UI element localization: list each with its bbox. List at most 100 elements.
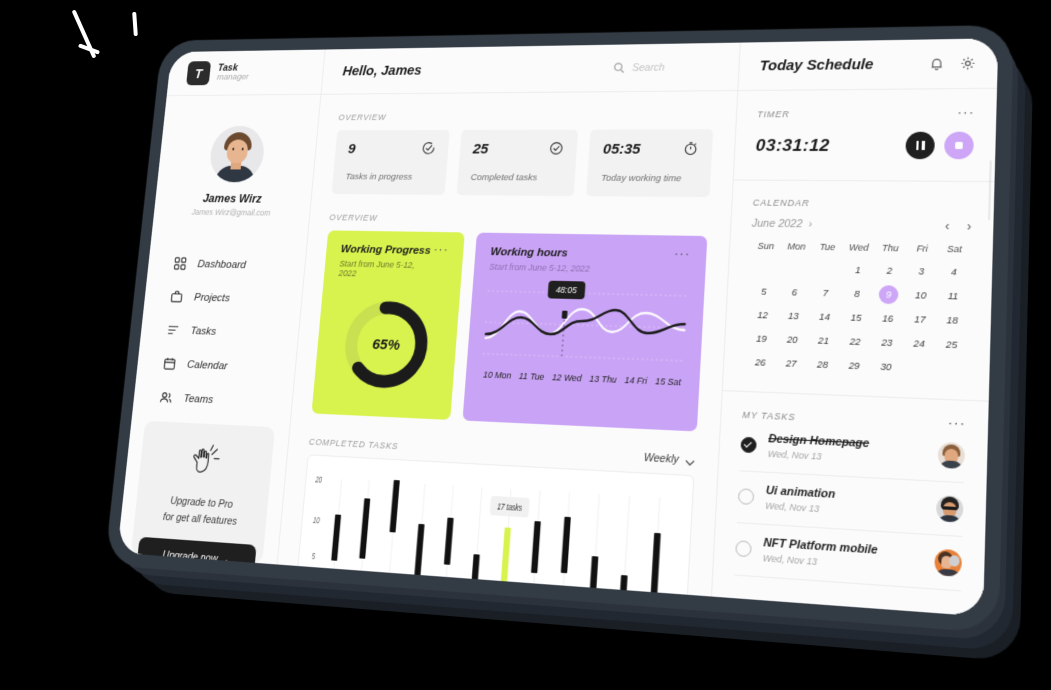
pause-icon[interactable] xyxy=(905,131,936,160)
avatar[interactable] xyxy=(937,441,966,469)
calendar-day[interactable]: 25 xyxy=(945,339,958,351)
calendar-section: CALENDAR June 2022 › ‹ › Sun Mon Tue Wed Thu… xyxy=(722,180,995,402)
calendar-day[interactable]: 23 xyxy=(881,337,893,349)
task-checkbox[interactable] xyxy=(740,436,757,454)
my-tasks-menu-button[interactable]: ··· xyxy=(947,414,966,432)
calendar-day-selected[interactable]: 9 xyxy=(878,285,899,305)
calendar-day[interactable]: 24 xyxy=(913,338,925,350)
calendar-day[interactable]: 28 xyxy=(816,359,829,371)
stat-value: 05:35 xyxy=(602,141,641,158)
calendar-day[interactable]: 18 xyxy=(946,314,959,326)
my-tasks-label: MY TASKS xyxy=(741,409,796,423)
calendar-next-button[interactable]: › xyxy=(966,219,972,234)
search-box[interactable] xyxy=(612,60,717,74)
bell-icon[interactable] xyxy=(929,56,946,71)
card-menu-button[interactable]: ··· xyxy=(433,241,450,257)
stat-card-today-working-time[interactable]: 05:35 Today working time xyxy=(586,129,714,198)
card-subtitle: Start from June 5-12, 2022 xyxy=(489,261,591,274)
highlighted-bar[interactable] xyxy=(500,527,511,586)
period-dropdown[interactable]: Weekly xyxy=(643,452,695,467)
timer-controls xyxy=(905,131,975,160)
timer-menu-button[interactable]: ··· xyxy=(957,104,975,120)
calendar-day[interactable]: 8 xyxy=(853,288,860,300)
search-input[interactable] xyxy=(631,60,717,74)
bar-chart-tooltip-label: 17 tasks xyxy=(497,502,522,514)
check-circle-arrow-icon xyxy=(421,141,436,155)
calendar-dow-label: Sun xyxy=(757,240,775,252)
task-date: Wed, Nov 13 xyxy=(762,552,818,568)
my-tasks-section: MY TASKS ··· Design Homepage Wed, Nov 13 xyxy=(712,391,989,616)
calendar-day[interactable]: 19 xyxy=(755,333,767,345)
calendar-day[interactable]: 10 xyxy=(914,290,927,301)
calendar-day[interactable]: 1 xyxy=(854,264,861,276)
calendar-day[interactable]: 4 xyxy=(950,266,957,278)
working-hours-card: Working hours Start from June 5-12, 2022… xyxy=(462,232,708,432)
sidebar-item-label: Projects xyxy=(193,291,231,304)
sidebar-item-projects[interactable]: Projects xyxy=(143,280,303,317)
chevron-right-icon[interactable]: › xyxy=(808,218,813,230)
x-tick-label: 11 Tue xyxy=(518,370,545,382)
tablet-mockup: T Task manager xyxy=(104,24,1034,663)
dashboard-app: T Task manager xyxy=(117,38,999,617)
stat-caption: Tasks in progress xyxy=(345,171,413,183)
task-checkbox[interactable] xyxy=(735,540,752,558)
stat-card-tasks-in-progress[interactable]: 9 Tasks in progress xyxy=(331,129,450,195)
sidebar-item-calendar[interactable]: Calendar xyxy=(136,346,296,385)
task-date: Wed, Nov 13 xyxy=(764,500,820,515)
top-bar: Hello, James xyxy=(321,42,740,95)
x-tick-label: 14 Fri xyxy=(624,374,648,387)
calendar-day[interactable]: 11 xyxy=(947,290,959,302)
card-title: Working Progress xyxy=(340,243,432,257)
list-item[interactable]: Ui animation Wed, Nov 13 xyxy=(736,471,964,538)
sidebar-item-tasks[interactable]: Tasks xyxy=(140,313,300,351)
task-name: NFT Platform mobile xyxy=(763,536,878,557)
upgrade-card: Upgrade to Pro for get all features Upgr… xyxy=(130,421,276,581)
avatar[interactable] xyxy=(935,494,964,523)
calendar-day[interactable]: 29 xyxy=(848,360,860,372)
scrollbar[interactable] xyxy=(988,160,992,221)
calendar-prev-button[interactable]: ‹ xyxy=(944,218,950,234)
calendar-day[interactable]: 17 xyxy=(914,314,926,325)
sidebar-item-label: Teams xyxy=(183,392,214,406)
svg-text:20: 20 xyxy=(314,474,323,485)
sidebar-nav: Dashboard Projects xyxy=(132,247,306,420)
calendar-day[interactable]: 30 xyxy=(880,361,892,373)
card-title: Working hours xyxy=(490,246,569,260)
avatar[interactable] xyxy=(207,125,266,183)
card-menu-button[interactable]: ··· xyxy=(673,245,691,261)
stats-row: 9 Tasks in progress xyxy=(331,129,714,198)
calendar-day[interactable]: 15 xyxy=(850,312,862,324)
brand-logo[interactable]: T Task manager xyxy=(166,49,325,97)
sidebar-item-teams[interactable]: Teams xyxy=(132,380,293,420)
calendar-day[interactable]: 27 xyxy=(785,358,797,369)
task-checkbox[interactable] xyxy=(737,488,755,505)
list-item[interactable]: Design Homepage Wed, Nov 13 xyxy=(739,420,966,484)
right-panel-header: Today Schedule xyxy=(738,38,999,92)
stop-icon[interactable] xyxy=(943,131,975,160)
calendar-day[interactable]: 7 xyxy=(822,287,829,299)
calendar-day[interactable]: 12 xyxy=(756,309,769,321)
stat-card-completed-tasks[interactable]: 25 Completed tasks xyxy=(456,129,579,197)
stat-value: 9 xyxy=(347,141,357,157)
calendar-day[interactable]: 14 xyxy=(818,311,831,323)
avatar[interactable] xyxy=(934,548,963,577)
calendar-day[interactable]: 22 xyxy=(849,336,861,348)
calendar-day[interactable]: 26 xyxy=(754,357,766,368)
gear-icon[interactable] xyxy=(960,56,977,71)
overview2-label: OVERVIEW xyxy=(329,212,378,223)
stat-caption: Today working time xyxy=(600,172,682,185)
calendar-day[interactable]: 3 xyxy=(918,266,925,277)
calendar-day[interactable]: 13 xyxy=(787,310,799,322)
list-item[interactable]: NFT Platform mobile Wed, Nov 13 xyxy=(734,523,963,592)
chevron-down-icon xyxy=(685,456,696,464)
sidebar-item-dashboard[interactable]: Dashboard xyxy=(147,247,306,283)
calendar-day[interactable]: 6 xyxy=(791,287,798,298)
calendar-day[interactable]: 5 xyxy=(760,286,767,297)
calendar-day[interactable]: 2 xyxy=(886,265,893,276)
calendar-day[interactable]: 21 xyxy=(817,335,830,347)
hours-chart-x-labels: 10 Mon 11 Tue 12 Wed 13 Thu 14 Fri 15 Sa… xyxy=(481,367,684,388)
calendar-day[interactable]: 16 xyxy=(882,313,894,325)
donut-percent-label: 65% xyxy=(371,335,401,354)
calendar-day[interactable]: 20 xyxy=(786,334,798,346)
